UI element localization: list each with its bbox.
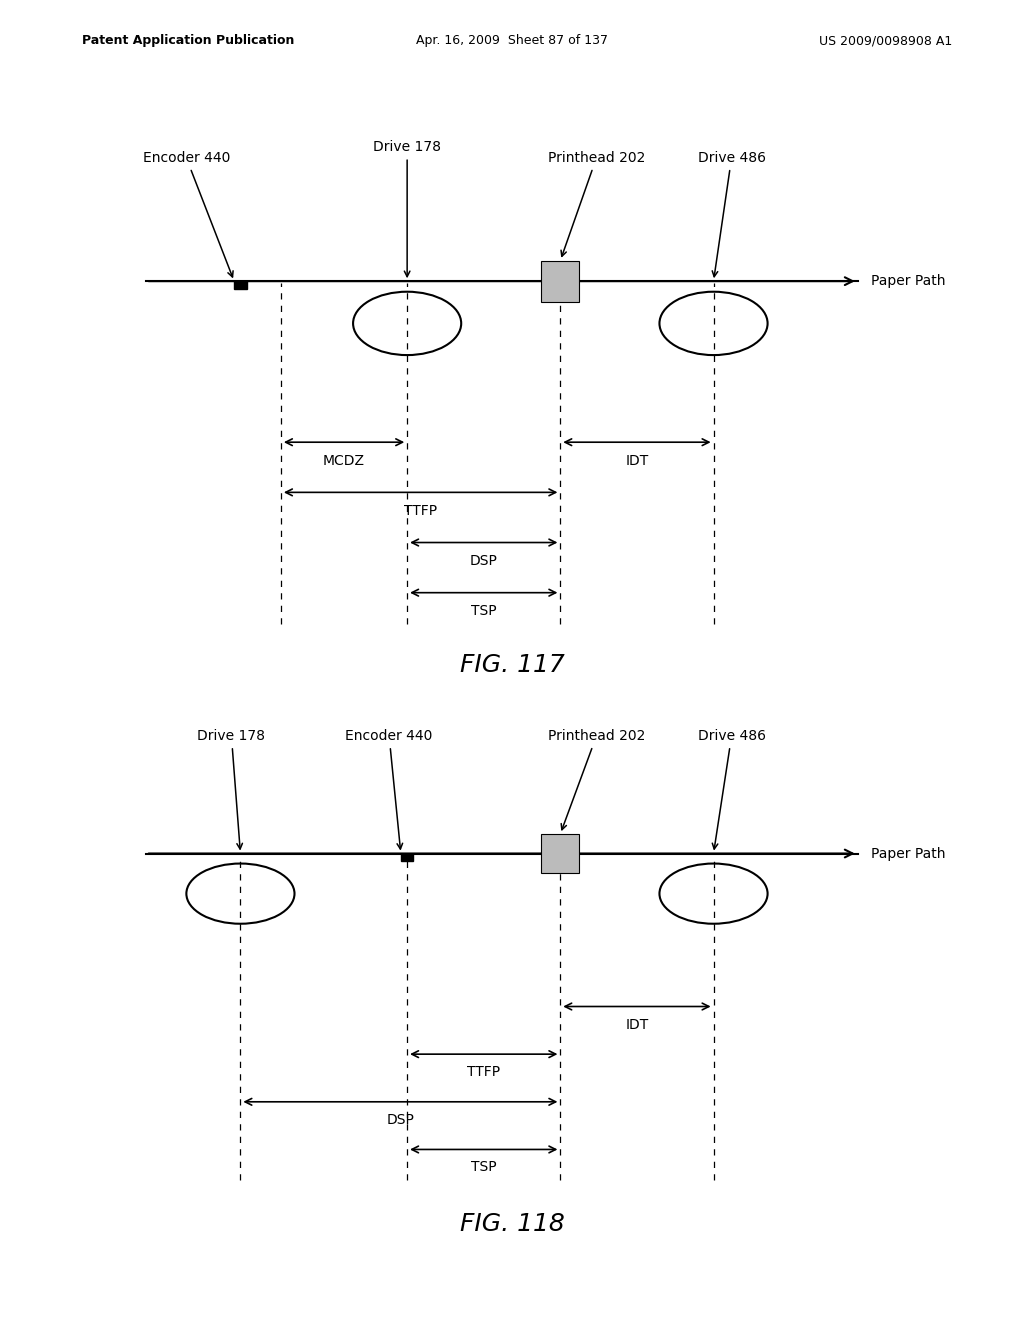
Text: MCDZ: MCDZ xyxy=(323,454,366,467)
Text: TTFP: TTFP xyxy=(467,1065,501,1080)
Text: Drive 486: Drive 486 xyxy=(697,150,766,277)
Text: Drive 178: Drive 178 xyxy=(373,140,441,277)
Bar xyxy=(542,260,580,302)
Text: TTFP: TTFP xyxy=(404,504,437,517)
Text: Apr. 16, 2009  Sheet 87 of 137: Apr. 16, 2009 Sheet 87 of 137 xyxy=(416,34,608,48)
Bar xyxy=(400,854,414,861)
Text: Encoder 440: Encoder 440 xyxy=(142,150,233,277)
Text: FIG. 117: FIG. 117 xyxy=(460,653,564,677)
Text: Drive 486: Drive 486 xyxy=(697,729,766,849)
Bar xyxy=(542,834,580,873)
Text: Paper Path: Paper Path xyxy=(871,846,946,861)
Text: DSP: DSP xyxy=(470,554,498,568)
Text: Patent Application Publication: Patent Application Publication xyxy=(82,34,294,48)
Text: Encoder 440: Encoder 440 xyxy=(345,729,433,849)
Text: TSP: TSP xyxy=(471,605,497,618)
Text: FIG. 118: FIG. 118 xyxy=(460,1212,564,1236)
Text: Printhead 202: Printhead 202 xyxy=(548,150,645,256)
Text: TSP: TSP xyxy=(471,1160,497,1175)
Text: DSP: DSP xyxy=(387,1113,415,1127)
Bar xyxy=(234,281,247,289)
Text: IDT: IDT xyxy=(626,454,648,467)
Text: Paper Path: Paper Path xyxy=(871,275,946,288)
Text: Printhead 202: Printhead 202 xyxy=(548,729,645,830)
Text: IDT: IDT xyxy=(626,1018,648,1031)
Text: US 2009/0098908 A1: US 2009/0098908 A1 xyxy=(819,34,952,48)
Text: Drive 178: Drive 178 xyxy=(198,729,265,849)
